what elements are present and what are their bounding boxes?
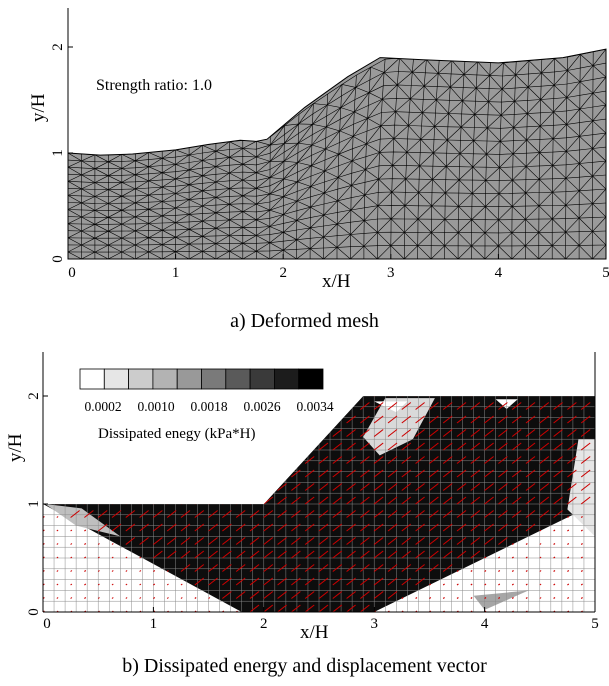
legend-swatch [225, 368, 251, 390]
panel-a-y-tick-label: 2 [50, 43, 66, 51]
panel-a-x-tick-label: 3 [387, 265, 395, 281]
panel-b-y-tick-label: 2 [26, 392, 42, 400]
legend-swatch [103, 368, 130, 390]
panel-a-x-tick-label: 4 [495, 265, 503, 281]
panel-a-deformed-mesh: 0 1 2 3 4 5 0 1 2 Strength ratio: 1.0 x/H y/H [28, 8, 609, 292]
panel-a-x-tick-label: 5 [602, 265, 609, 281]
legend-tick-label: 0.0002 [84, 399, 121, 414]
panel-b-x-tick-label: 2 [260, 616, 268, 632]
panel-a-xlabel: x/H [322, 271, 351, 292]
legend-title: Dissipated enegy (kPa*H) [98, 426, 255, 442]
panel-b-x-tick-label: 5 [591, 616, 599, 632]
panel-b-dissipated-energy: 0 1 2 3 4 5 0 1 2 0.0002 0.0010 0.0018 0.0026 0.0034… [5, 352, 599, 643]
legend-swatch [249, 368, 275, 390]
panel-a-y-tick-label: 0 [50, 255, 66, 263]
panel-b-y-tick-label: 1 [26, 500, 42, 508]
panel-a-ylabel: y/H [28, 93, 49, 122]
panel-a-x-tick-label: 0 [68, 265, 76, 281]
legend-swatch [298, 368, 324, 390]
panel-b-caption: b) Dissipated energy and displacement ve… [122, 655, 487, 677]
legend-tick-label: 0.0034 [296, 399, 333, 414]
legend-swatches [79, 368, 324, 390]
panel-a-x-tick-label: 2 [279, 265, 287, 281]
dissipated-energy-field [43, 396, 595, 612]
panel-b-x-tick-label: 0 [43, 616, 51, 632]
panel-a-x-tick-label: 1 [172, 265, 180, 281]
legend-tick-label: 0.0010 [137, 399, 174, 414]
panel-b-y-tick-label: 0 [26, 608, 42, 616]
energy-low-patch [363, 398, 435, 456]
legend-tick-label: 0.0018 [190, 399, 227, 414]
panel-b-axis-ticks: 0 1 2 3 4 5 0 1 2 [26, 392, 599, 632]
legend-swatch [201, 368, 227, 390]
panel-a-annotation: Strength ratio: 1.0 [96, 77, 212, 94]
legend-swatch [152, 368, 178, 390]
energy-low-patch [567, 439, 595, 537]
color-legend: 0.0002 0.0010 0.0018 0.0026 0.0034 Dissipate… [72, 362, 334, 442]
legend-swatch [79, 368, 105, 390]
panel-a-y-tick-label: 1 [50, 149, 66, 157]
panel-b-ylabel: y/H [5, 433, 26, 462]
legend-tick-label: 0.0026 [243, 399, 280, 414]
panel-a-caption: a) Deformed mesh [230, 310, 379, 332]
panel-b-x-tick-label: 1 [150, 616, 158, 632]
legend-swatch [273, 368, 300, 390]
displacement-vectors [43, 396, 595, 612]
panel-a-axis-ticks: 0 1 2 3 4 5 0 1 2 [50, 43, 609, 281]
deformed-mesh-lines [68, 49, 606, 260]
legend-tick-labels: 0.0002 0.0010 0.0018 0.0026 0.0034 [84, 399, 333, 414]
panel-b-x-tick-label: 4 [481, 616, 489, 632]
legend-swatch [128, 368, 154, 390]
panel-b-x-tick-label: 3 [370, 616, 378, 632]
panel-b-xlabel: x/H [300, 622, 329, 643]
legend-swatch [176, 368, 202, 390]
energy-low-patch [473, 590, 529, 610]
